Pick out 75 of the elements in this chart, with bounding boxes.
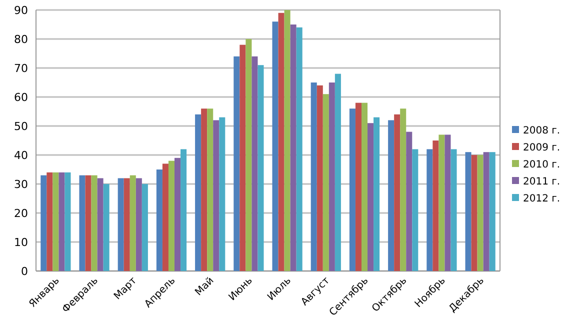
bar (444, 134, 451, 271)
bar (388, 120, 394, 271)
bar (168, 160, 175, 271)
y-tick-label: 60 (14, 90, 28, 104)
y-tick-label: 50 (14, 120, 28, 133)
y-tick-label: 10 (14, 236, 28, 249)
bar (91, 175, 98, 271)
bar (412, 149, 418, 271)
bar (290, 24, 296, 271)
bar (219, 117, 226, 271)
bar (207, 108, 214, 271)
legend-label: 2010 г. (523, 160, 560, 170)
bar (310, 82, 317, 271)
bar (234, 56, 240, 271)
bar (130, 175, 136, 271)
bar (438, 134, 445, 271)
bar (258, 65, 264, 271)
y-tick-label: 80 (14, 32, 28, 46)
bar (400, 108, 406, 271)
bar (272, 22, 278, 271)
bar (201, 108, 208, 271)
bar (58, 172, 65, 271)
legend-label: 2009 г. (523, 142, 560, 154)
bar (465, 152, 472, 271)
bar (103, 184, 110, 271)
bar (85, 175, 92, 271)
bar (471, 155, 478, 271)
legend-label: 2011 г. (523, 176, 560, 188)
bar (252, 56, 258, 271)
bar (355, 102, 362, 271)
bar (489, 152, 496, 271)
y-tick-label: 30 (14, 178, 28, 191)
y-tick-label: 70 (14, 62, 28, 75)
legend-label: 2008 г. (523, 126, 560, 136)
bar (483, 152, 490, 271)
bar (40, 175, 47, 271)
bar (213, 120, 220, 271)
bar (296, 27, 302, 271)
bar (432, 140, 439, 271)
bar (284, 10, 290, 271)
bar (52, 172, 59, 271)
bar (118, 178, 124, 271)
y-tick-label: 20 (14, 206, 28, 220)
bar (361, 102, 368, 271)
bar (316, 85, 323, 271)
bar (322, 94, 329, 271)
bar (136, 178, 142, 271)
bar (240, 44, 246, 271)
bar (156, 170, 162, 271)
bar (278, 12, 284, 271)
bar (195, 114, 202, 271)
bar (450, 149, 457, 271)
bar (368, 123, 374, 271)
bar (46, 172, 53, 271)
bar (162, 164, 168, 271)
bar (406, 132, 412, 271)
y-tick-label: 0 (21, 264, 28, 278)
bar (328, 82, 335, 271)
y-tick-label: 40 (14, 148, 28, 162)
bar (426, 149, 433, 271)
bar (174, 158, 181, 271)
legend-label: 2012 г. (523, 194, 560, 204)
bar (64, 172, 71, 271)
bar (246, 39, 252, 271)
bar (97, 178, 104, 271)
bar (349, 108, 356, 271)
bar (180, 149, 187, 271)
bar (334, 74, 341, 271)
y-tick-label: 90 (14, 4, 28, 17)
bar (374, 117, 380, 271)
bar (124, 178, 130, 271)
bar (477, 155, 484, 271)
bar (142, 184, 148, 271)
bar (394, 114, 400, 271)
bar (79, 175, 86, 271)
